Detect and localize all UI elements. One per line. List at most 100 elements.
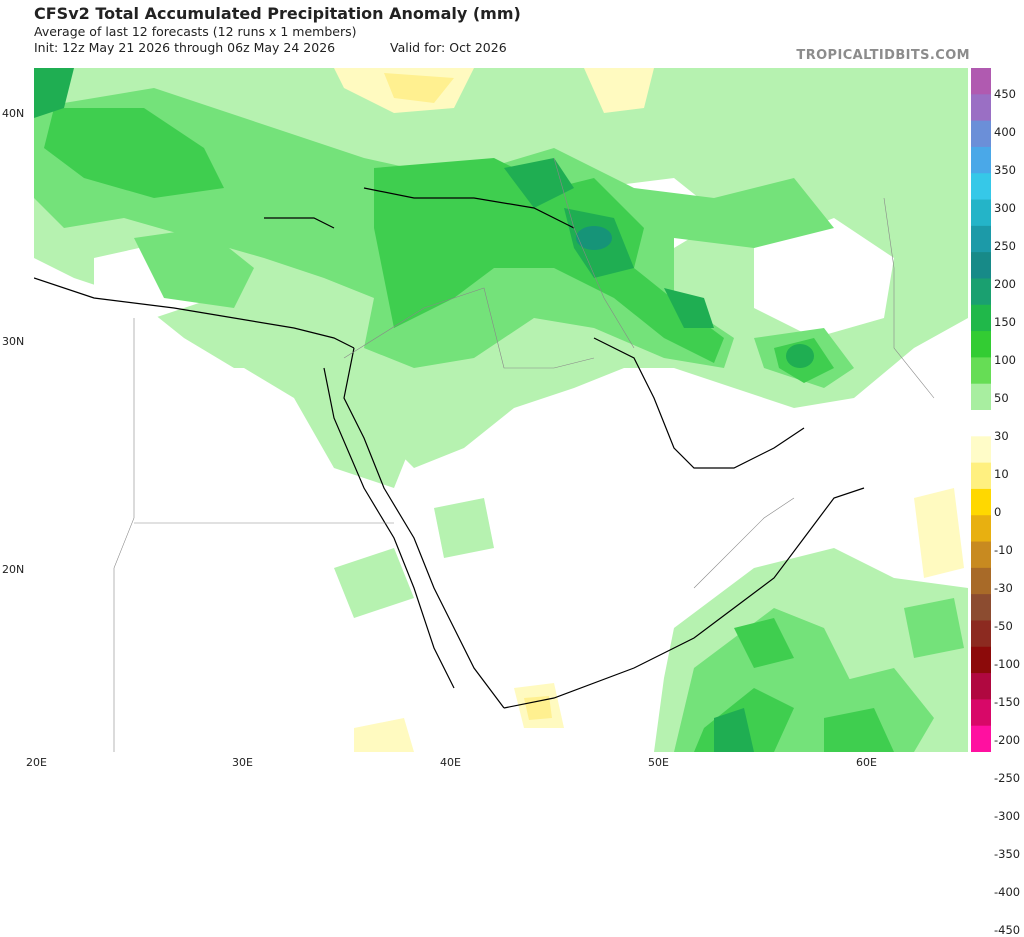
colorbar-label: -350 (994, 847, 1021, 861)
coastlines (34, 187, 865, 709)
colorbar-swatch (971, 673, 991, 700)
colorbar-swatch (971, 567, 991, 595)
shade-mid-green-oman-sea (904, 598, 964, 658)
colorbar-swatch (971, 383, 991, 411)
colorbar-swatch (971, 436, 991, 464)
lat-label-20n: 20N (2, 563, 25, 576)
shade-white-iran (754, 218, 894, 338)
lon-label-60e: 60E (856, 756, 877, 769)
coast-north-africa (34, 277, 355, 349)
colorbar-swatch (971, 699, 991, 727)
colorbar-swatch (971, 410, 991, 437)
lat-label-40n: 40N (2, 107, 25, 120)
colorbar-label: 350 (994, 163, 1016, 177)
colorbar-swatch (971, 146, 991, 174)
borders (113, 157, 935, 752)
colorbar-swatch (971, 199, 991, 227)
colorbar-label: -200 (994, 733, 1021, 747)
colorbar-swatch (971, 278, 991, 306)
colorbar-label: -300 (994, 809, 1021, 823)
lon-label-20e: 20E (26, 756, 47, 769)
colorbar-label: 10 (994, 467, 1009, 481)
colorbar-label: -30 (994, 581, 1013, 595)
lon-label-30e: 30E (232, 756, 253, 769)
shade-light-green-levant (244, 328, 414, 488)
coast-arabia-south (503, 487, 865, 709)
anomaly-shading (34, 68, 968, 752)
shade-light-yellow-ethiopia (354, 718, 414, 752)
shade-dark-green-sw-sea (714, 708, 754, 752)
init-row: Init: 12z May 21 2026 through 06z May 24… (34, 40, 994, 56)
border-yemen-oman (693, 497, 795, 589)
colorbar-swatch (971, 594, 991, 621)
colorbar-swatch (971, 225, 991, 253)
colorbar-swatch (971, 331, 991, 358)
colorbar-swatch (971, 488, 991, 516)
shade-light-green-hejaz (434, 498, 494, 558)
shade-dark-green-nw-corner (34, 68, 74, 118)
colorbar (971, 68, 991, 752)
border-libya-egypt (113, 318, 135, 752)
shade-green-balkans (44, 108, 224, 198)
colorbar-label: 450 (994, 87, 1016, 101)
colorbar-swatch (971, 252, 991, 279)
colorbar-swatch (971, 173, 991, 201)
shade-yellow-black-sea (384, 73, 454, 103)
lat-label-30n: 30N (2, 335, 25, 348)
header: CFSv2 Total Accumulated Precipitation An… (34, 4, 994, 56)
colorbar-label: -450 (994, 923, 1021, 937)
shade-light-yellow-caucasus (584, 68, 654, 113)
colorbar-label: 100 (994, 353, 1016, 367)
coast-red-sea-east (343, 347, 505, 709)
shade-dark-green-south-iran (664, 288, 714, 328)
colorbar-swatch (971, 304, 991, 332)
colorbar-swatch (971, 620, 991, 648)
coast-crete (264, 217, 335, 229)
colorbar-label: -50 (994, 619, 1013, 633)
colorbar-swatch (971, 541, 991, 569)
colorbar-label: 30 (994, 429, 1009, 443)
colorbar-label: 300 (994, 201, 1016, 215)
colorbar-label: -100 (994, 657, 1021, 671)
colorbar-swatch (971, 646, 991, 674)
shade-teal-core (576, 226, 612, 250)
border-iraq-saudi (343, 287, 595, 369)
border-afghanistan (883, 197, 935, 399)
colorbar-label: 50 (994, 391, 1009, 405)
colorbar-label: 250 (994, 239, 1016, 253)
shade-green-far-sea (824, 708, 894, 752)
coast-red-sea-west (323, 367, 455, 689)
map-subtitle: Average of last 12 forecasts (12 runs x … (34, 24, 357, 39)
colorbar-label: -150 (994, 695, 1021, 709)
colorbar-swatch (971, 94, 991, 122)
colorbar-label: 400 (994, 125, 1016, 139)
colorbar-swatch (971, 725, 991, 752)
lon-label-40e: 40E (440, 756, 461, 769)
colorbar-swatch (971, 462, 991, 490)
init-text: Init: 12z May 21 2026 through 06z May 24… (34, 40, 336, 55)
colorbar-label: -250 (994, 771, 1021, 785)
shade-mid-green-egypt (134, 228, 254, 308)
lon-label-50e: 50E (648, 756, 669, 769)
colorbar-swatch (971, 357, 991, 385)
shade-dark-green-turkey (504, 158, 574, 208)
map-title: CFSv2 Total Accumulated Precipitation An… (34, 4, 521, 23)
coast-persian-gulf (593, 337, 805, 469)
brand-watermark: TROPICALTIDBITS.COM (796, 48, 970, 63)
colorbar-label: 150 (994, 315, 1016, 329)
shade-dark-green-core (786, 344, 814, 368)
colorbar-swatch (971, 68, 991, 95)
precipitation-map (34, 68, 968, 752)
colorbar-label: -400 (994, 885, 1021, 899)
shade-light-green-sudan (334, 548, 414, 618)
shade-light-yellow-east (914, 488, 964, 578)
shade-green-gulf-aden (734, 618, 794, 668)
border-iraq-iran (553, 157, 635, 349)
colorbar-swatch (971, 515, 991, 543)
colorbar-label: 0 (994, 505, 1002, 519)
coast-turkey-south (363, 187, 575, 229)
colorbar-swatch (971, 120, 991, 148)
shade-green-iraq-iran (374, 158, 724, 363)
colorbar-label: -10 (994, 543, 1013, 557)
colorbar-label: 200 (994, 277, 1016, 291)
